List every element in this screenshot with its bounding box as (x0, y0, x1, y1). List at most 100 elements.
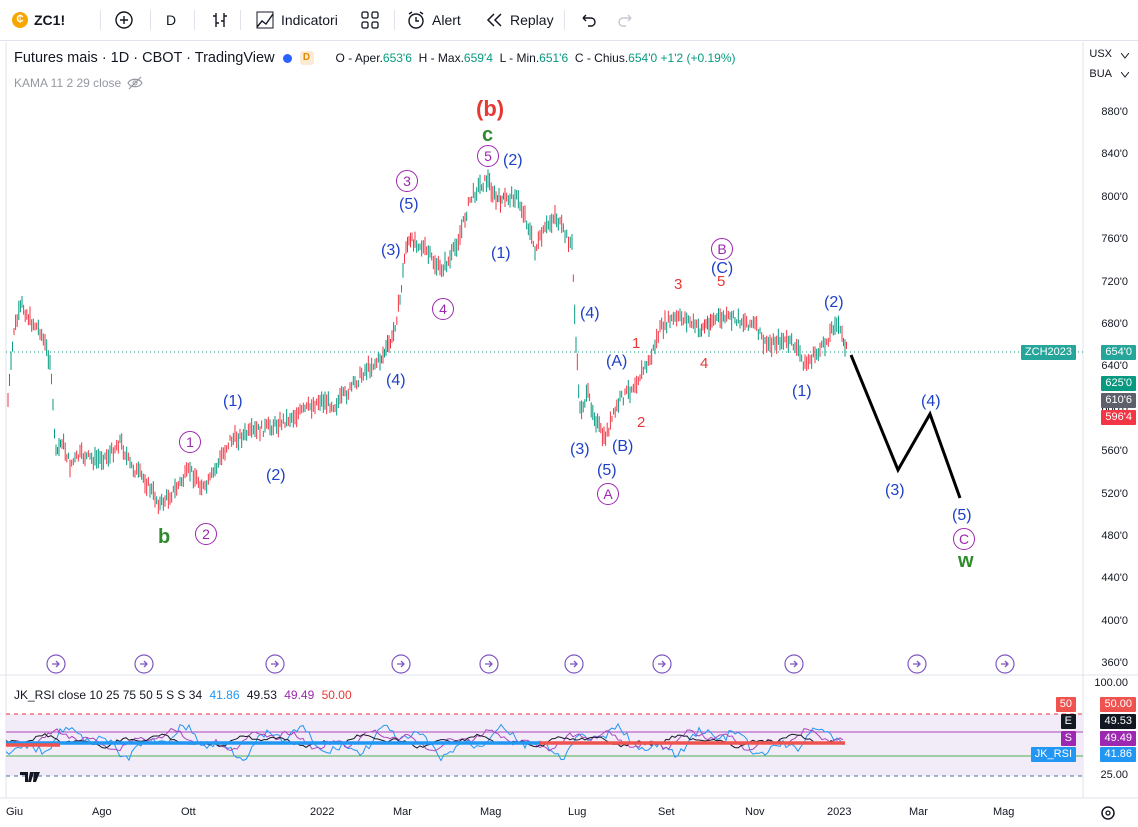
indicators-label: Indicatori (281, 12, 338, 28)
redo-button[interactable] (616, 8, 636, 32)
divider (394, 10, 395, 30)
rsi-value-1: 41.86 (209, 688, 240, 702)
rsi-axis-top: 100.00 (1094, 677, 1128, 689)
wave-label: (1) (223, 393, 243, 410)
projection-path (849, 354, 962, 499)
kama-label: KAMA 11 2 29 close (14, 76, 122, 90)
interval-button[interactable]: D (166, 8, 176, 32)
alert-label: Alert (432, 12, 461, 28)
rewind-icon (486, 13, 502, 27)
alert-button[interactable]: Alert (406, 8, 461, 32)
event-marker-icon (479, 654, 499, 674)
time-axis-label: Mag (993, 806, 1015, 818)
wave-label: (C) (711, 260, 734, 277)
price-axis-label: 400'0 (1101, 614, 1128, 627)
undo-icon (582, 14, 596, 27)
wave-label: (1) (792, 383, 812, 400)
rsi-legend[interactable]: JK_RSI close 10 25 75 50 5 S S 34 41.86 … (14, 688, 356, 702)
unit-selector[interactable]: BUA (1089, 68, 1112, 80)
wave-label: (4) (386, 372, 406, 389)
rsi-value-3: 49.49 (284, 688, 315, 702)
rsi-tag-label-s: S (1060, 731, 1076, 746)
price-tag-2: 610'6 (1101, 393, 1136, 408)
series-legend: Futures mais · 1D · CBOT · TradingView D… (14, 50, 736, 66)
event-marker-icon (46, 654, 66, 674)
ohlc-values: O - Aper.653'6 H - Max.659'4 L - Min.651… (335, 51, 736, 65)
event-marker-icon (652, 654, 672, 674)
rsi-lines (5, 722, 845, 762)
wave-label: (3) (570, 441, 590, 458)
price-axis-label: 840'0 (1101, 148, 1128, 161)
rsi-tag-50: 50.00 (1100, 697, 1136, 712)
market-status-dot-icon (282, 53, 292, 63)
settings-gear-icon[interactable] (1101, 806, 1115, 820)
rsi-tag-jk: 41.86 (1100, 747, 1136, 762)
event-marker-icon (995, 654, 1015, 674)
event-marker-icon (784, 654, 804, 674)
plus-circle-icon (115, 11, 133, 29)
rsi-tag-label-e: E (1060, 714, 1076, 729)
kama-legend[interactable]: KAMA 11 2 29 close (14, 76, 143, 90)
time-axis-label: Giu (6, 806, 24, 818)
top-toolbar: ₵ ZC1! D Indicatori Alert Replay (0, 0, 1138, 41)
price-axis-label: 760'0 (1101, 233, 1128, 246)
rsi-value-4: 50.00 (321, 688, 352, 702)
symbol-price-tag: ZCH2023 (1020, 345, 1076, 360)
currency-selector[interactable]: USX (1089, 48, 1112, 60)
price-axis-label: 640'0 (1101, 360, 1128, 373)
chevron-down-icon (1121, 72, 1129, 78)
last-price-tag: 654'0 (1101, 345, 1136, 360)
price-axis-label: 720'0 (1101, 275, 1128, 288)
time-axis-label: Ott (181, 806, 196, 818)
chart-type-button[interactable] (210, 8, 230, 32)
price-axis-label: 800'0 (1101, 190, 1128, 203)
time-axis-label: Lug (568, 806, 587, 818)
wave-label: (1) (491, 245, 511, 262)
compare-button[interactable] (114, 8, 134, 32)
price-bars (7, 169, 847, 515)
rsi-tag-e: 49.53 (1100, 714, 1136, 729)
bars-icon (213, 13, 227, 27)
tradingview-logo[interactable] (20, 772, 40, 782)
wave-label: b (158, 526, 171, 548)
price-axis-label: 440'0 (1101, 572, 1128, 585)
templates-button[interactable] (360, 8, 380, 32)
price-axis-label: 520'0 (1101, 487, 1128, 500)
replay-button[interactable]: Replay (484, 8, 554, 32)
redo-icon (618, 14, 632, 27)
symbol-label: ZC1! (34, 12, 66, 28)
series-title[interactable]: Futures mais · 1D · CBOT · TradingView (14, 50, 275, 66)
delayed-badge[interactable]: D (299, 51, 314, 65)
rsi-tag-label-jk: JK_RSI (1030, 747, 1076, 762)
replay-label: Replay (510, 12, 554, 28)
wave-label: (B) (612, 438, 634, 455)
wave-label: 2 (637, 414, 646, 431)
rsi-name: JK_RSI close 10 25 75 50 5 S S 34 (14, 688, 203, 702)
eye-hidden-icon[interactable] (127, 76, 143, 90)
time-axis-label: Set (658, 806, 675, 818)
event-marker-icon (134, 654, 154, 674)
time-axis-label: Mag (480, 806, 502, 818)
price-axis-label: 480'0 (1101, 530, 1128, 542)
undo-button[interactable] (578, 8, 598, 32)
event-marker-icon (907, 654, 927, 674)
price-axis-label: 880'0 (1101, 106, 1128, 118)
time-axis-label: Nov (745, 806, 765, 818)
indicators-icon (256, 11, 274, 29)
price-axis-label: 560'0 (1101, 445, 1128, 458)
interval-label: D (166, 12, 177, 28)
wave-circle-label: 4 (432, 298, 454, 320)
wave-circle-label: 3 (396, 170, 418, 192)
wave-circle-label: 2 (195, 523, 217, 545)
wave-label: (4) (580, 305, 600, 322)
wave-circle-label: A (597, 483, 619, 505)
price-tag-1: 625'0 (1101, 376, 1136, 391)
time-axis-label: 2023 (827, 806, 852, 818)
divider (240, 10, 241, 30)
wave-label: 5 (717, 273, 726, 290)
indicators-button[interactable]: Indicatori (255, 8, 338, 32)
price-axis-label: 680'0 (1101, 318, 1128, 330)
symbol-button[interactable]: ₵ ZC1! (12, 8, 65, 32)
layout-grid-icon (361, 11, 379, 29)
